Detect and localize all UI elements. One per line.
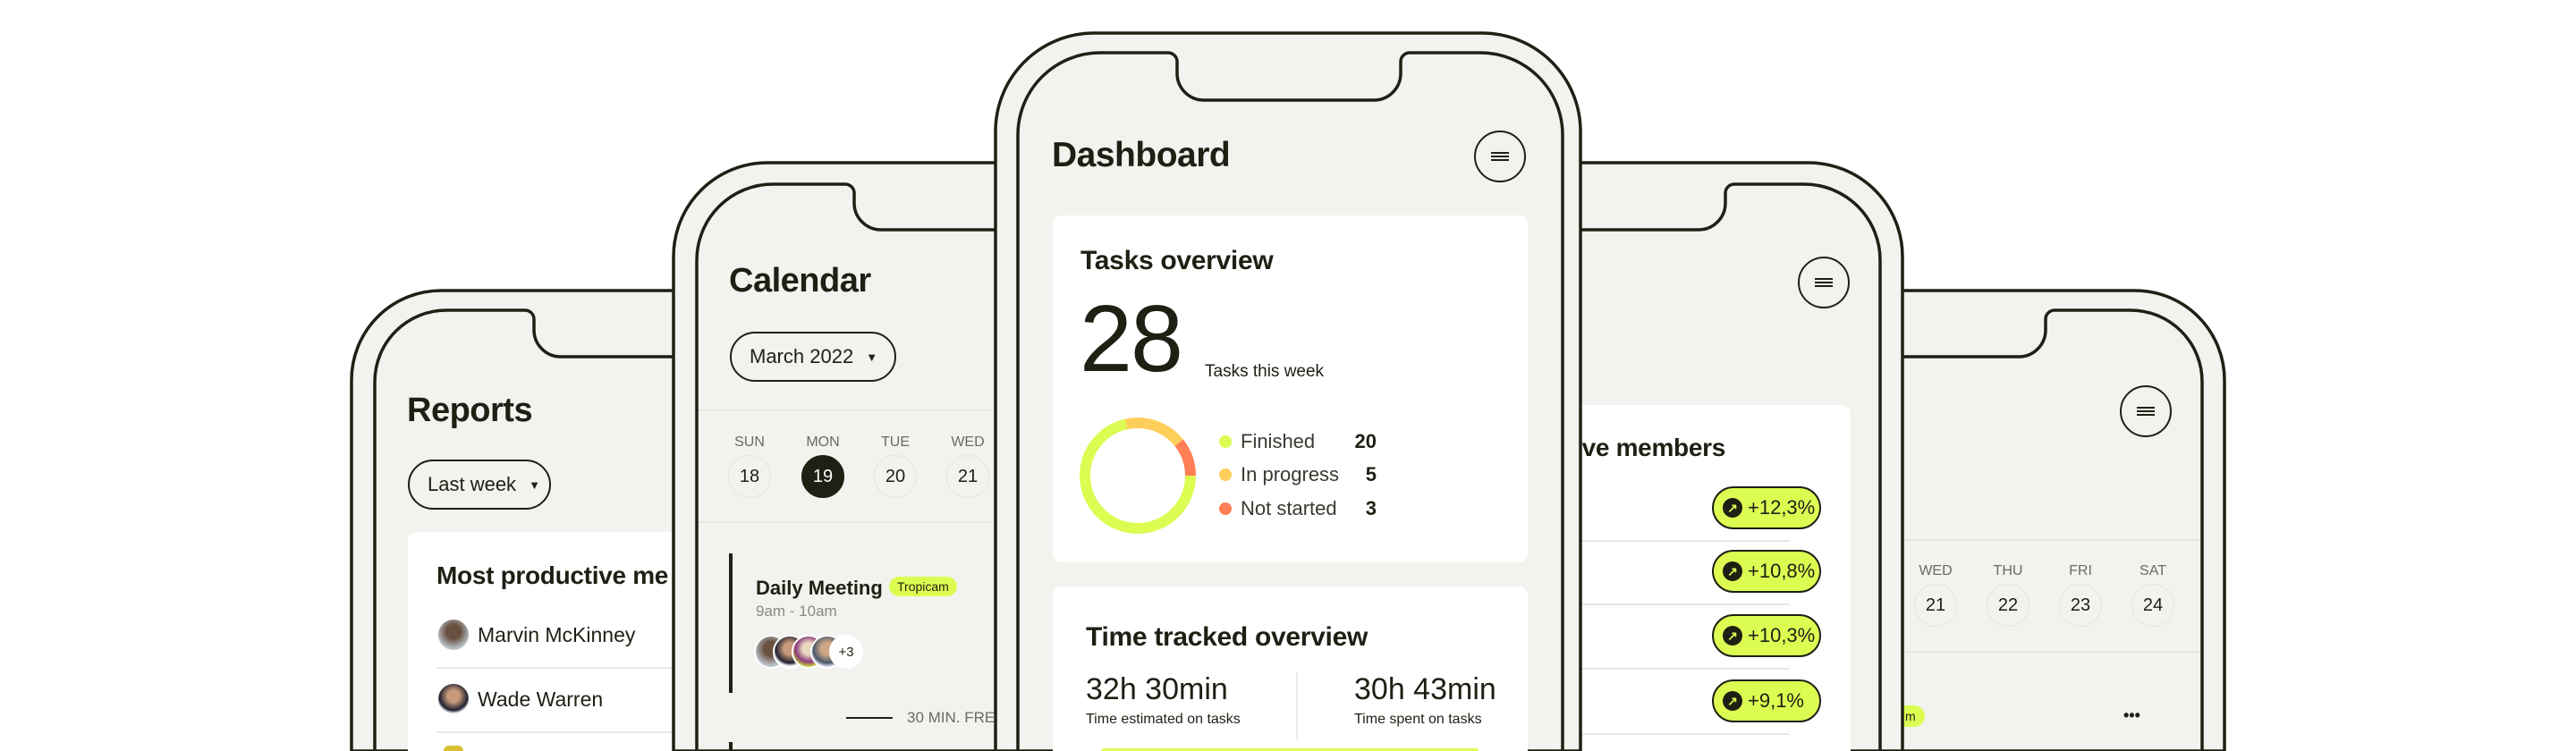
growth-value: +10,3%	[1748, 624, 1816, 646]
growth-badge: ↗ +10,3%	[1712, 614, 1821, 657]
legend-value: 3	[1365, 497, 1377, 519]
card-title: ve members	[1581, 434, 1726, 461]
growth-value: +9,1%	[1748, 689, 1804, 712]
menu-button[interactable]	[1798, 257, 1850, 308]
spent-time-label: Time spent on tasks	[1354, 712, 1482, 727]
member-name[interactable]: Marvin McKinney	[478, 623, 636, 646]
page-title: Reports	[407, 392, 533, 429]
day-label: MON	[806, 435, 840, 450]
caret-down-icon: ▼	[866, 350, 878, 364]
divider	[1476, 540, 1789, 542]
arrow-up-right-icon: ↗	[1723, 626, 1742, 646]
spent-time: 30h 43min	[1354, 672, 1496, 706]
day-button[interactable]: 23	[2059, 584, 2102, 627]
card-title: Tasks overview	[1080, 246, 1274, 275]
legend-label: Finished	[1241, 430, 1316, 452]
divider	[1296, 672, 1298, 740]
event-bar	[729, 742, 733, 751]
growth-value: +10,8%	[1748, 560, 1816, 582]
legend-value: 20	[1354, 430, 1377, 452]
arrow-up-right-icon: ↗	[1723, 561, 1742, 581]
day-label: FRI	[2069, 563, 2092, 578]
day-label: SUN	[734, 435, 765, 450]
page-title: Calendar	[729, 262, 871, 300]
menu-button[interactable]	[2120, 385, 2172, 437]
day-button[interactable]: 21	[946, 455, 989, 498]
month-dropdown[interactable]: March 2022 ▼	[730, 332, 896, 382]
day-label: TUE	[881, 435, 910, 450]
day-label: SAT	[2140, 563, 2166, 578]
divider	[1789, 539, 2200, 541]
page-title: Dashboard	[1052, 136, 1231, 174]
legend-dot	[1219, 435, 1232, 448]
tasks-total-label: Tasks this week	[1205, 362, 1325, 381]
event-tag: Tropicam	[889, 577, 957, 596]
day-button[interactable]: 19	[801, 455, 844, 498]
legend-dot	[1219, 502, 1232, 515]
day-button[interactable]: 21	[1914, 584, 1957, 627]
card-title: Most productive me	[436, 561, 669, 589]
day-button[interactable]: 22	[1987, 584, 2029, 627]
legend-dot	[1219, 468, 1232, 481]
estimated-time-label: Time estimated on tasks	[1086, 712, 1241, 727]
divider	[1789, 651, 2200, 653]
event-title[interactable]: Daily Meeting	[756, 577, 883, 599]
free-slot-line	[846, 717, 893, 719]
caret-down-icon: ▼	[529, 477, 540, 492]
avatar	[444, 746, 463, 751]
divider	[1476, 668, 1789, 670]
tasks-total: 28	[1080, 286, 1183, 392]
more-options-icon[interactable]: •••	[2123, 706, 2140, 724]
day-label: THU	[1993, 563, 2023, 578]
event-time: 9am - 10am	[756, 603, 837, 620]
period-dropdown[interactable]: Last week ▼	[408, 460, 551, 510]
legend-label: Not started	[1241, 497, 1337, 519]
legend-value: 5	[1365, 463, 1377, 485]
growth-badge: ↗ +9,1%	[1712, 679, 1821, 722]
hamburger-icon	[2137, 407, 2155, 416]
day-button[interactable]: 18	[728, 455, 771, 498]
menu-button[interactable]	[1474, 131, 1526, 182]
avatar	[436, 682, 470, 716]
divider	[436, 667, 848, 669]
donut-segment-in-progress	[1080, 418, 1196, 534]
legend-label: In progress	[1241, 463, 1340, 485]
hamburger-icon	[1491, 152, 1509, 161]
hamburger-icon	[1815, 278, 1833, 287]
event-bar	[729, 553, 733, 693]
avatar	[436, 618, 470, 652]
day-button[interactable]: 20	[874, 455, 917, 498]
growth-badge: ↗ +10,8%	[1712, 550, 1821, 593]
donut-segment-not-started	[1080, 418, 1196, 534]
divider	[699, 409, 1003, 411]
arrow-up-right-icon: ↗	[1723, 498, 1742, 518]
card-title: Time tracked overview	[1086, 622, 1368, 652]
free-slot-label: 30 MIN. FREE	[907, 709, 1005, 726]
divider	[436, 731, 848, 733]
day-label: WED	[951, 435, 985, 450]
arrow-up-right-icon: ↗	[1723, 691, 1742, 711]
month-value: March 2022	[750, 345, 854, 367]
member-name[interactable]: Wade Warren	[478, 688, 604, 711]
divider	[1476, 733, 1789, 735]
divider	[699, 521, 1003, 523]
day-button[interactable]: 24	[2131, 584, 2174, 627]
day-label: WED	[1919, 563, 1953, 578]
growth-value: +12,3%	[1748, 496, 1816, 519]
estimated-time: 32h 30min	[1086, 672, 1228, 706]
time-tracked-card: Time tracked overview 32h 30min Time est…	[1053, 586, 1528, 751]
time-progress-bar	[1101, 748, 1479, 751]
divider	[1476, 603, 1789, 605]
period-value: Last week	[428, 473, 517, 495]
tasks-overview-card: Tasks overview 28 Tasks this week Finish…	[1053, 215, 1528, 562]
tasks-donut-chart	[1080, 418, 1196, 534]
more-attendees-count[interactable]: +3	[829, 635, 863, 669]
growth-badge: ↗ +12,3%	[1712, 486, 1821, 529]
